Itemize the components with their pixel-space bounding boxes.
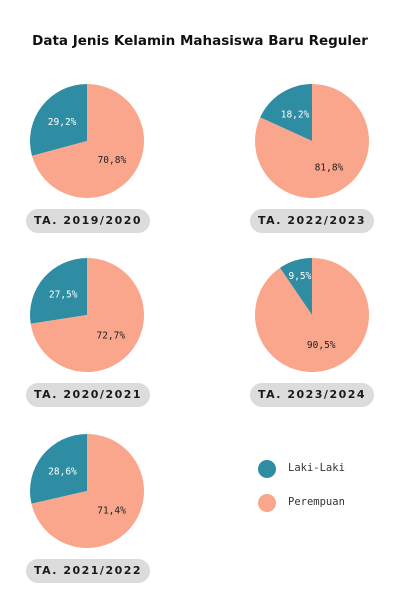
pie-slice-perempuan bbox=[31, 84, 144, 198]
legend-item-perempuan: Perempuan bbox=[258, 492, 388, 514]
year-label-0: TA. 2019/2020 bbox=[26, 209, 150, 233]
pie-slice-laki-laki bbox=[279, 258, 312, 315]
pie-chart-0: 29,2% 70,8% TA. 2019/2020 bbox=[24, 84, 154, 254]
data-label-perempuan: 90,5% bbox=[307, 340, 336, 351]
pie-chart-1: 18,2% 81,8% TA. 2022/2023 bbox=[249, 84, 379, 254]
legend-label-laki-laki: Laki-Laki bbox=[288, 462, 345, 474]
pie-svg-0: 29,2% 70,8% bbox=[30, 84, 144, 198]
year-label-4: TA. 2021/2022 bbox=[26, 559, 150, 583]
pie-slice-perempuan bbox=[254, 258, 369, 372]
pie-svg-3: 9,5% 90,5% bbox=[254, 258, 369, 372]
year-label-1: TA. 2022/2023 bbox=[250, 209, 374, 233]
pie-slice-perempuan bbox=[255, 84, 369, 198]
pie-slice-laki-laki bbox=[30, 258, 87, 324]
pie-chart-4: 28,6% 71,4% TA. 2021/2022 bbox=[24, 434, 154, 604]
pie-chart-2: 27,5% 72,7% TA. 2020/2021 bbox=[24, 258, 154, 428]
legend-label-perempuan: Perempuan bbox=[288, 496, 345, 508]
year-label-2: TA. 2020/2021 bbox=[26, 383, 150, 407]
legend-swatch-perempuan bbox=[258, 494, 276, 512]
pie-svg-1: 18,2% 81,8% bbox=[255, 84, 369, 198]
data-label-laki-laki: 9,5% bbox=[288, 271, 311, 282]
data-label-laki-laki: 29,2% bbox=[48, 117, 77, 128]
data-label-perempuan: 71,4% bbox=[97, 506, 126, 517]
pie-slice-perempuan bbox=[31, 434, 145, 548]
year-label-3: TA. 2023/2024 bbox=[250, 383, 374, 407]
data-label-laki-laki: 28,6% bbox=[48, 466, 77, 477]
data-label-laki-laki: 27,5% bbox=[49, 290, 78, 301]
legend: Laki-Laki Perempuan bbox=[258, 458, 388, 526]
data-label-perempuan: 81,8% bbox=[315, 162, 344, 173]
pie-slice-laki-laki bbox=[30, 84, 87, 156]
pie-chart-3: 9,5% 90,5% TA. 2023/2024 bbox=[249, 258, 379, 428]
legend-item-laki-laki: Laki-Laki bbox=[258, 458, 388, 480]
data-label-perempuan: 72,7% bbox=[96, 330, 125, 341]
data-label-laki-laki: 18,2% bbox=[281, 110, 310, 121]
pie-svg-4: 28,6% 71,4% bbox=[30, 434, 145, 548]
legend-swatch-laki-laki bbox=[258, 460, 276, 478]
pie-slice-laki-laki bbox=[260, 84, 312, 141]
data-label-perempuan: 70,8% bbox=[98, 155, 127, 166]
pie-slice-perempuan bbox=[30, 258, 144, 372]
chart-title: Data Jenis Kelamin Mahasiswa Baru Regule… bbox=[32, 33, 368, 49]
pie-slice-laki-laki bbox=[30, 434, 88, 504]
pie-svg-2: 27,5% 72,7% bbox=[30, 258, 144, 372]
